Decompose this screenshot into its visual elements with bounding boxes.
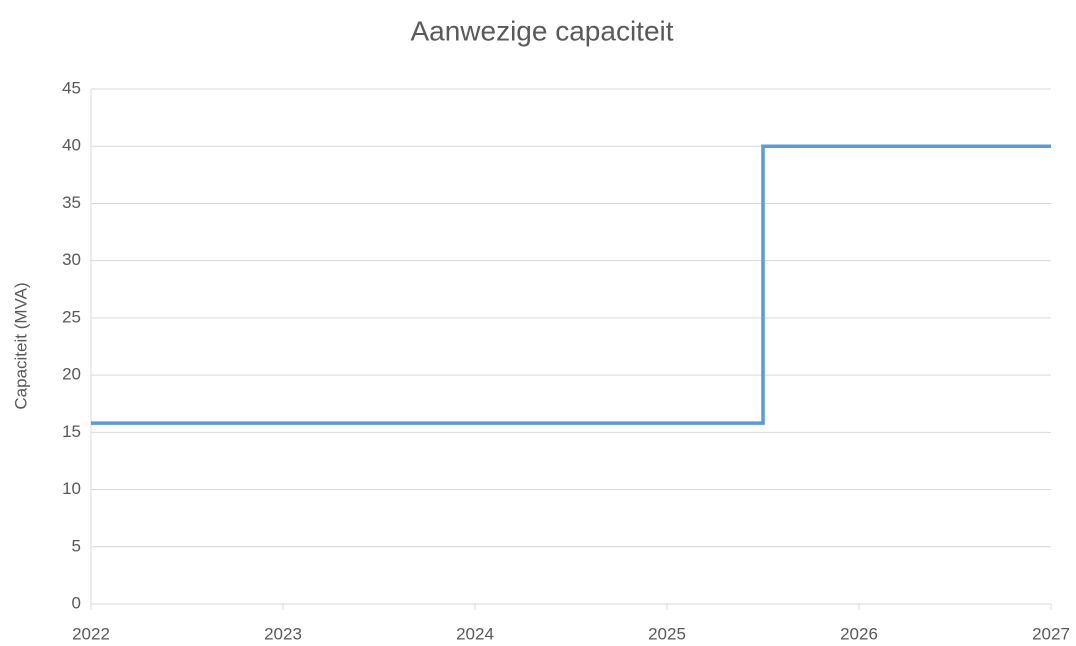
y-tick-label: 0 [72,593,81,612]
x-tick-label: 2025 [648,624,686,643]
chart-title: Aanwezige capaciteit [410,15,673,46]
y-tick-label: 25 [62,307,81,326]
y-tick-label: 20 [62,365,81,384]
y-tick-label: 5 [72,536,81,555]
x-tick-label: 2024 [456,624,494,643]
x-tick-label: 2022 [72,624,110,643]
y-tick-label: 35 [62,193,81,212]
y-tick-label: 30 [62,250,81,269]
y-tick-label: 45 [62,78,81,97]
y-tick-label: 10 [62,479,81,498]
y-tick-label: 15 [62,422,81,441]
data-line [91,144,1051,425]
x-tick-label: 2027 [1032,624,1070,643]
y-tick-label: 40 [62,136,81,155]
y-axis-label: Capaciteit (MVA) [11,282,30,409]
x-tick-label: 2023 [264,624,302,643]
x-tick-label: 2026 [840,624,878,643]
